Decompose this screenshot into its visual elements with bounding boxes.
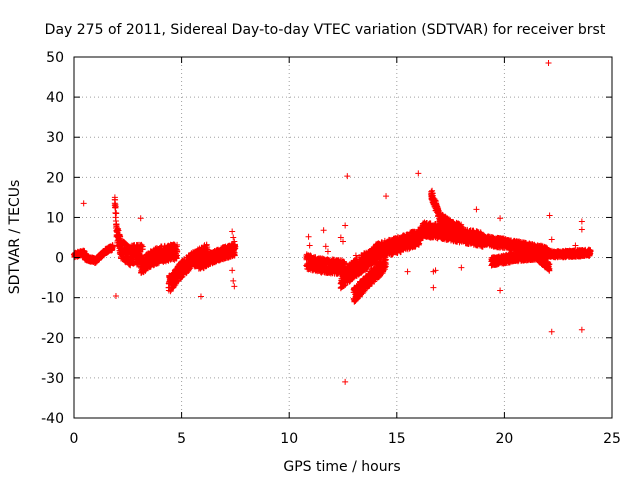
- data-points: [70, 60, 594, 385]
- data-point: [174, 241, 181, 248]
- data-point: [231, 251, 238, 258]
- data-point: [174, 248, 181, 255]
- data-point: [113, 210, 120, 217]
- data-point: [139, 243, 146, 250]
- chart-title: Day 275 of 2011, Sidereal Day-to-day VTE…: [45, 22, 606, 38]
- data-point: [115, 227, 122, 234]
- data-point: [112, 203, 119, 210]
- data-point: [109, 243, 116, 250]
